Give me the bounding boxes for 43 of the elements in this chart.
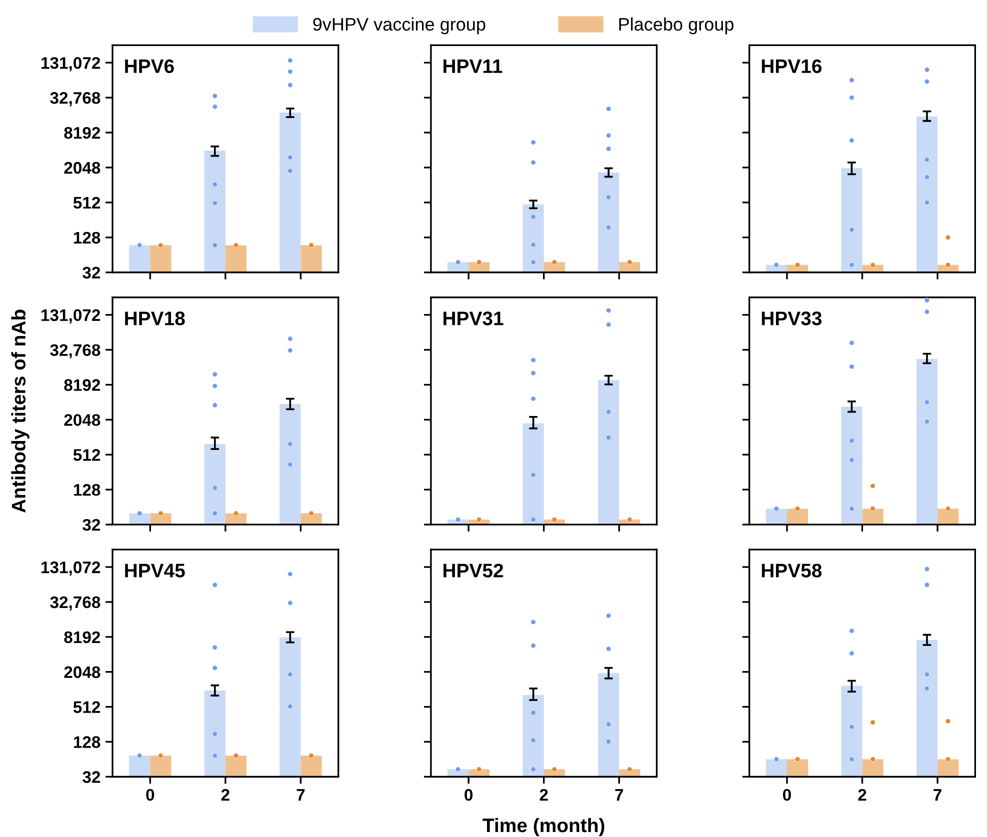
text: HPV52 [444, 564, 504, 578]
x-tick-label: 0 [464, 788, 473, 801]
y-tick-label: 32 [82, 771, 100, 783]
y-tick-label: 2048 [64, 666, 100, 678]
y-tick-label: 32,768 [50, 596, 100, 611]
text: HPV33 [762, 312, 822, 326]
y-tick-label: 8192 [64, 126, 100, 139]
legend-label: Placebo group [619, 17, 734, 34]
x-tick-label: 2 [221, 788, 230, 801]
y-tick-label: 512 [73, 196, 100, 209]
text: HPV45 [125, 564, 185, 578]
y-tick-label: 8192 [64, 631, 100, 644]
text: HPV16 [762, 59, 822, 74]
text: HPV58 [762, 564, 822, 578]
text: HPV18 [125, 312, 185, 326]
text: HPV31 [444, 312, 504, 326]
y-tick-label: 131,072 [42, 309, 100, 324]
y-tick-label: 512 [73, 701, 100, 714]
y-tick-label: 2048 [64, 414, 100, 426]
y-tick-label: 32,768 [50, 92, 100, 106]
x-tick-label: 7 [934, 789, 942, 801]
x-tick-label: 0 [146, 788, 154, 801]
x-tick-label: 0 [782, 788, 791, 801]
x-tick-label: 2 [540, 788, 548, 801]
y-tick-label: 32 [82, 518, 100, 531]
y-tick-label: 131,072 [42, 57, 100, 72]
x-tick-label: 2 [858, 788, 866, 801]
y-tick-label: 131,072 [42, 561, 100, 576]
y-tick-label: 8192 [64, 379, 100, 391]
y-tick-label: 128 [74, 232, 100, 244]
y-axis-title: Antibody titers of nAb [11, 310, 30, 513]
y-tick-label: 2048 [64, 162, 100, 174]
text: HPV11 [444, 60, 502, 73]
x-tick-label: 7 [296, 789, 305, 801]
y-tick-label: 512 [73, 449, 100, 461]
y-tick-label: 32,768 [50, 344, 100, 358]
text: HPV6 [125, 59, 174, 74]
y-tick-label: 32 [82, 266, 100, 279]
y-tick-label: 128 [74, 484, 100, 496]
x-axis-title: Time (month) [482, 818, 604, 836]
x-tick-label: 7 [615, 789, 624, 801]
legend-label: 9vHPV vaccine group [313, 17, 486, 34]
y-tick-label: 128 [74, 736, 100, 748]
